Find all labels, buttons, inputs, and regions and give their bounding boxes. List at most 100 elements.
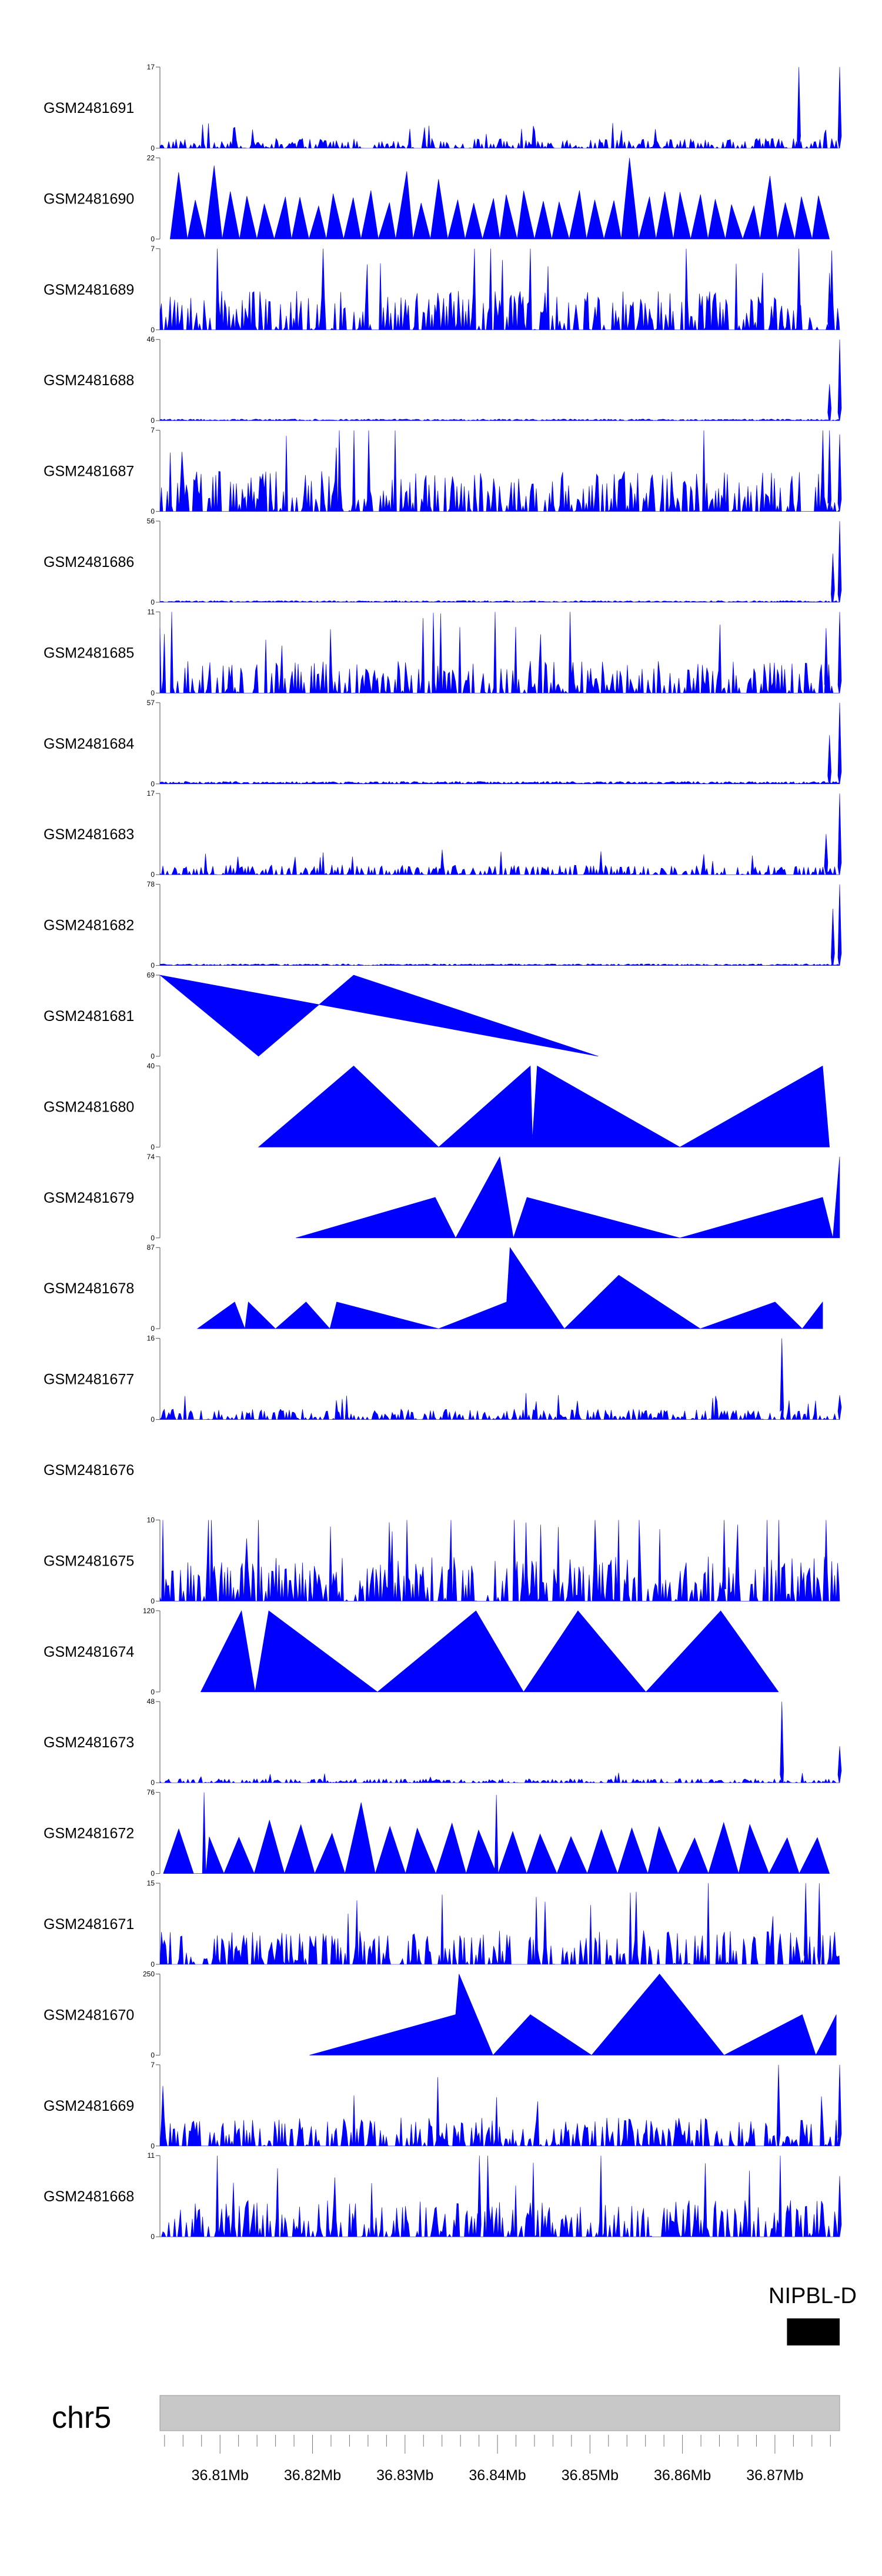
y-max-label: 11	[148, 2151, 155, 2160]
gene-box	[787, 2318, 840, 2345]
y-max-label: 7	[151, 245, 155, 253]
track-GSM2481676: GSM2481676	[44, 1462, 134, 1479]
track-GSM2481672: GSM2481672 76 0	[44, 1788, 830, 1878]
y-zero-label: 0	[151, 1960, 155, 1968]
y-max-label: 120	[143, 1607, 155, 1615]
track-signal	[159, 520, 842, 603]
track-signal	[159, 248, 840, 331]
track-signal	[258, 1065, 830, 1147]
chromosome-band	[159, 2395, 840, 2431]
track-GSM2481687: GSM2481687 7 0	[44, 426, 842, 516]
y-max-label: 17	[147, 63, 155, 71]
track-GSM2481680: GSM2481680 40 0	[44, 1062, 830, 1151]
track-GSM2481677: GSM2481677 16 0	[44, 1334, 842, 1424]
track-label: GSM2481668	[44, 2188, 134, 2205]
track-label: GSM2481681	[44, 1008, 134, 1025]
y-max-label: 74	[147, 1153, 155, 1161]
y-zero-label: 0	[151, 144, 155, 152]
track-signal	[159, 339, 842, 421]
y-max-label: 56	[147, 517, 155, 525]
axis-tick-label: 36.85Mb	[562, 2467, 619, 2484]
track-GSM2481690: GSM2481690 22 0	[44, 154, 830, 243]
track-GSM2481673: GSM2481673 48 0	[44, 1697, 842, 1787]
axis-tick-label: 36.81Mb	[192, 2467, 249, 2484]
track-signal	[169, 158, 830, 240]
track-label: GSM2481679	[44, 1190, 134, 1206]
y-zero-label: 0	[151, 1688, 155, 1696]
y-max-label: 87	[147, 1243, 155, 1252]
track-GSM2481678: GSM2481678 87 0	[44, 1243, 823, 1333]
y-max-label: 16	[147, 1334, 155, 1343]
track-GSM2481689: GSM2481689 7 0	[44, 245, 840, 334]
gene-label: NIPBL-D	[769, 2284, 857, 2308]
track-label: GSM2481672	[44, 1826, 134, 1842]
gene-track: NIPBL-D	[769, 2284, 857, 2345]
track-GSM2481681: GSM2481681 69 0	[44, 971, 599, 1060]
track-label: GSM2481670	[44, 2007, 134, 2023]
track-label: GSM2481686	[44, 554, 134, 570]
signal-tracks: GSM2481691170GSM2481690220GSM248168970GS…	[44, 63, 842, 2241]
track-signal	[159, 975, 599, 1057]
track-signal	[159, 793, 842, 876]
y-zero-label: 0	[151, 870, 155, 879]
y-zero-label: 0	[151, 1324, 155, 1333]
track-label: GSM2481683	[44, 826, 134, 843]
track-GSM2481670: GSM2481670 250 0	[44, 1970, 837, 2059]
y-max-label: 22	[147, 154, 155, 162]
y-max-label: 7	[151, 2061, 155, 2069]
track-signal	[163, 1792, 830, 1874]
track-label: GSM2481669	[44, 2098, 134, 2114]
y-zero-label: 0	[151, 2051, 155, 2059]
y-zero-label: 0	[151, 2233, 155, 2241]
y-zero-label: 0	[151, 2142, 155, 2150]
track-label: GSM2481676	[44, 1462, 134, 1479]
track-signal	[200, 1610, 779, 1693]
track-GSM2481685: GSM2481685 11 0	[44, 608, 842, 697]
y-max-label: 48	[147, 1697, 155, 1706]
genome-axis: 36.81Mb 36.82Mb 36.83Mb 36.84Mb 36.85Mb 36.86…	[164, 2435, 831, 2484]
y-max-label: 11	[148, 608, 155, 616]
track-signal	[159, 612, 842, 694]
track-signal	[159, 702, 842, 785]
track-signal	[159, 1520, 840, 1602]
track-label: GSM2481680	[44, 1099, 134, 1115]
y-max-label: 40	[147, 1062, 155, 1070]
y-max-label: 69	[147, 971, 155, 979]
y-zero-label: 0	[151, 780, 155, 788]
y-zero-label: 0	[151, 689, 155, 697]
y-zero-label: 0	[151, 235, 155, 243]
y-max-label: 76	[147, 1788, 155, 1797]
track-GSM2481675: GSM2481675 10 0	[44, 1516, 840, 1605]
track-signal	[159, 430, 842, 512]
track-GSM2481679: GSM2481679 74 0	[44, 1153, 840, 1242]
track-signal	[296, 1156, 840, 1239]
track-label: GSM2481691	[44, 100, 134, 116]
track-GSM2481669: GSM2481669 7 0	[44, 2061, 842, 2150]
track-label: GSM2481682	[44, 917, 134, 934]
y-zero-label: 0	[151, 326, 155, 334]
y-max-label: 57	[147, 699, 155, 707]
track-label: GSM2481688	[44, 372, 134, 389]
track-label: GSM2481678	[44, 1280, 134, 1297]
y-max-label: 15	[147, 1879, 155, 1887]
track-signal	[159, 2064, 842, 2147]
y-zero-label: 0	[151, 1870, 155, 1878]
y-max-label: 46	[147, 335, 155, 343]
axis-tick-label: 36.86Mb	[654, 2467, 711, 2484]
y-zero-label: 0	[151, 508, 155, 516]
y-zero-label: 0	[151, 1143, 155, 1151]
track-label: GSM2481690	[44, 191, 134, 207]
y-zero-label: 0	[151, 1778, 155, 1787]
y-zero-label: 0	[151, 1234, 155, 1242]
track-signal	[309, 1973, 837, 2056]
track-signal	[159, 1338, 842, 1420]
y-max-label: 17	[147, 789, 155, 798]
track-label: GSM2481675	[44, 1553, 134, 1569]
track-signal	[159, 1701, 842, 1784]
track-label: GSM2481671	[44, 1916, 134, 1933]
y-zero-label: 0	[151, 1597, 155, 1605]
y-max-label: 7	[151, 426, 155, 435]
track-signal	[159, 1883, 840, 1966]
track-GSM2481683: GSM2481683 17 0	[44, 789, 842, 879]
track-label: GSM2481689	[44, 282, 134, 298]
